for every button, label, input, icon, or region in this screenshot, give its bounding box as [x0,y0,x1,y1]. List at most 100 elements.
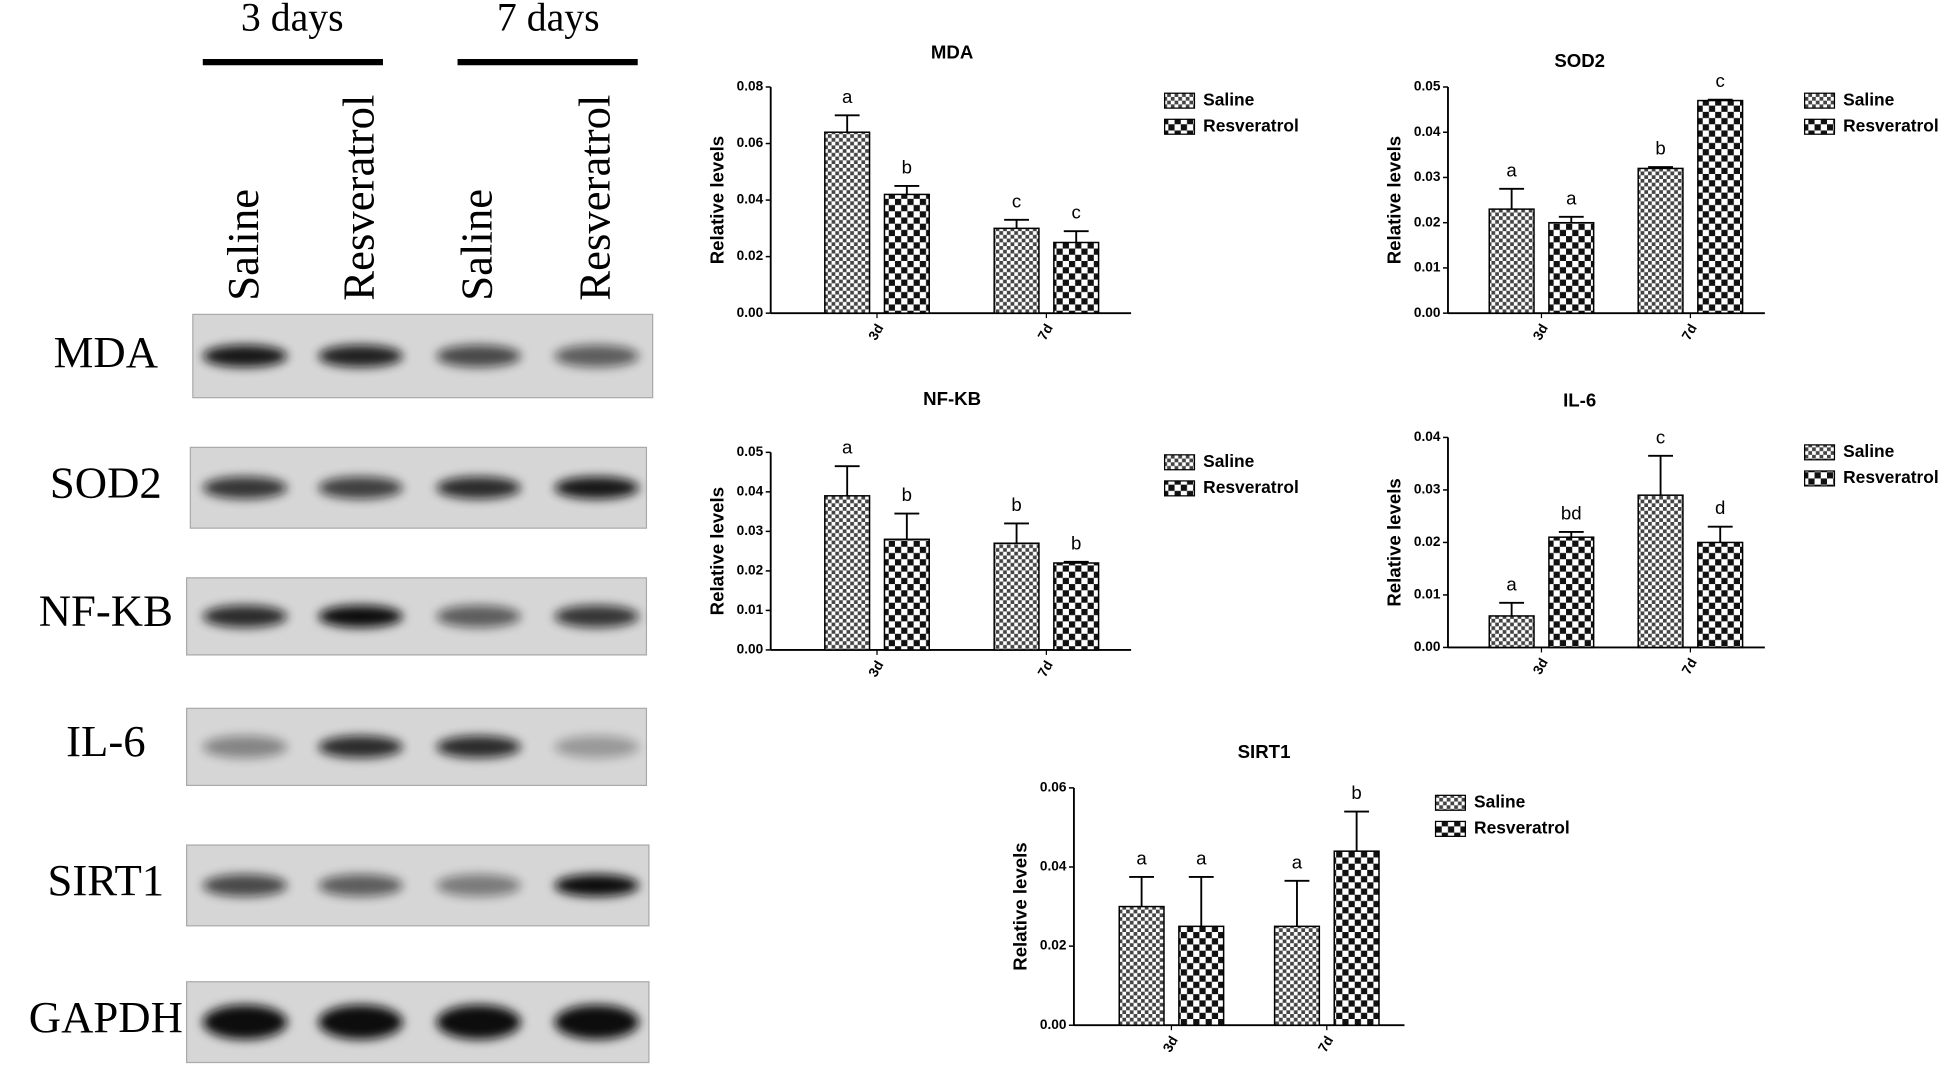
y-tick-label: 0.04 [737,483,764,498]
significance-letter: d [1715,497,1725,518]
blot-band [436,344,521,368]
x-tick-label: 7d [1035,658,1056,679]
blot-band [202,1004,288,1040]
legend-label: Resveratrol [1203,115,1299,135]
bar [1333,850,1380,1026]
x-tick-label: 3d [866,658,887,679]
blot-band [436,605,521,628]
y-tick-label: 0.06 [1040,779,1067,794]
chart-title: MDA [931,41,973,62]
y-tick-label: 0.08 [737,79,764,94]
lane-label: Resveratrol [569,95,619,301]
y-tick-label: 0.04 [1414,429,1441,444]
blot-band [436,735,521,759]
significance-letter: b [1351,782,1361,803]
x-tick-label: 7d [1679,656,1700,677]
blot-band [436,1004,521,1040]
lane-label: Saline [451,189,501,301]
bar [1488,615,1535,649]
lane-label: Saline [218,189,268,301]
time-point-label: 3 days [241,0,344,39]
y-tick-label: 0.04 [1414,124,1441,139]
y-tick-label: 0.02 [1414,214,1441,229]
y-tick-label: 0.00 [737,642,764,657]
y-axis-title: Relative levels [706,487,727,615]
legend-label: Saline [1843,441,1895,461]
legend-label: Resveratrol [1843,115,1939,135]
legend-swatch [1804,118,1836,135]
blot-band [202,476,288,499]
y-axis-title: Relative levels [1010,842,1031,970]
bar [824,131,871,314]
legend-swatch [1164,92,1196,109]
y-tick-label: 0.05 [737,444,764,459]
x-tick-label: 3d [1530,321,1551,342]
legend-swatch [1434,820,1466,837]
bar [883,193,930,314]
blot-band [202,874,288,897]
legend-swatch [1164,480,1196,497]
chart-title: NF-KB [923,388,981,409]
x-tick-label: 7d [1315,1033,1336,1054]
legend-label: Resveratrol [1843,467,1939,487]
x-tick-label: 7d [1679,321,1700,342]
y-tick-label: 0.02 [1414,534,1441,549]
bar [1697,541,1744,649]
blot-band [554,735,639,759]
significance-letter: c [1716,70,1725,91]
significance-letter: a [1196,847,1207,868]
legend-swatch [1164,454,1196,471]
bar [1053,241,1100,314]
y-tick-label: 0.02 [737,248,764,263]
chart-title: SOD2 [1554,50,1605,71]
y-tick-label: 0.02 [1040,938,1067,953]
y-tick-label: 0.03 [737,523,764,538]
protein-label: SOD2 [50,457,162,507]
bar [824,495,871,651]
bar [993,542,1040,651]
blot-band [202,344,288,368]
bar [1488,208,1535,314]
significance-letter: a [842,437,853,458]
legend-swatch [1434,794,1466,811]
legend-label: Saline [1203,89,1255,109]
x-tick-label: 3d [1530,656,1551,677]
blot-band [202,605,288,628]
significance-letter: c [1656,426,1665,447]
protein-label: NF-KB [39,585,173,635]
significance-letter: b [902,156,912,177]
y-tick-label: 0.01 [1414,260,1441,275]
blot-band [318,476,403,499]
significance-letter: c [1012,190,1021,211]
significance-letter: a [1506,159,1517,180]
significance-letter: a [842,86,853,107]
x-tick-label: 7d [1035,321,1056,342]
blot-band [554,344,639,368]
lane-label: Resveratrol [333,95,383,301]
y-axis-title: Relative levels [1384,136,1405,264]
legend-label: Saline [1843,89,1895,109]
x-tick-label: 3d [1160,1033,1181,1054]
protein-label: SIRT1 [48,855,165,905]
y-tick-label: 0.01 [1414,587,1441,602]
protein-label: MDA [54,327,158,377]
y-tick-label: 0.00 [1414,639,1441,654]
blot-band [436,476,521,499]
chart-title: IL-6 [1563,389,1596,410]
blot-band [554,874,639,897]
protein-label: GAPDH [29,992,183,1042]
significance-letter: a [1136,847,1147,868]
bar [993,227,1040,314]
bar [1637,494,1684,649]
legend-label: Saline [1474,791,1526,811]
legend-swatch [1804,92,1836,109]
blot-band [318,344,403,368]
x-tick-label: 3d [866,321,887,342]
y-tick-label: 0.04 [737,192,764,207]
bar [883,538,930,651]
chart-title: SIRT1 [1238,741,1291,762]
bar [1697,99,1744,314]
significance-letter: a [1292,851,1303,872]
y-axis-title: Relative levels [706,136,727,264]
